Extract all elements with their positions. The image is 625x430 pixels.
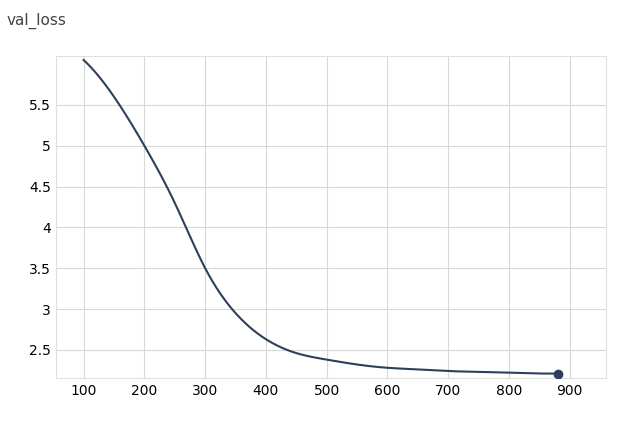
Text: val_loss: val_loss — [6, 13, 66, 29]
